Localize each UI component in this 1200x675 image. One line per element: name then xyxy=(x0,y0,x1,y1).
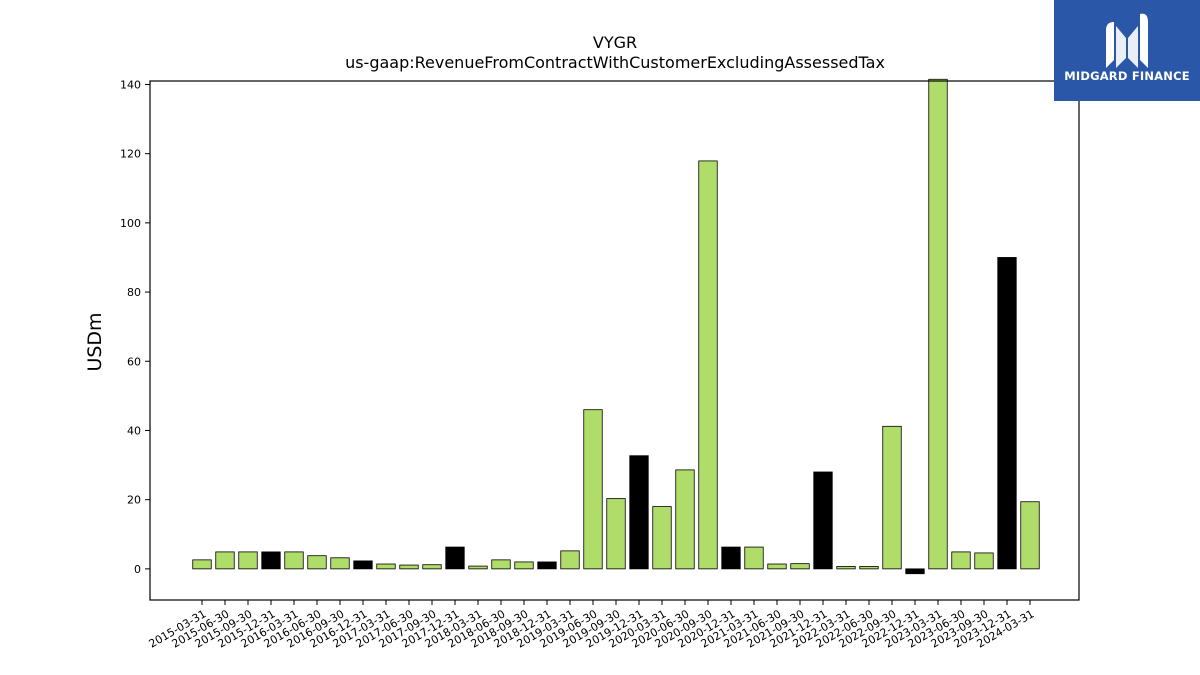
bar-2023-06-30 xyxy=(951,551,971,570)
bar-2019-12-31 xyxy=(629,455,649,570)
bar-2020-12-31 xyxy=(721,546,741,570)
bar-2020-03-31 xyxy=(652,506,672,570)
y-tick-label: 20 xyxy=(127,494,141,507)
bar-2021-12-31 xyxy=(813,471,833,570)
bar-2016-09-30 xyxy=(330,557,350,570)
bar-2017-06-30 xyxy=(399,564,419,570)
bar-2022-06-30 xyxy=(859,566,879,570)
chart-subtitle: us-gaap:RevenueFromContractWithCustomerE… xyxy=(345,53,885,72)
bar-2018-12-31 xyxy=(537,561,557,570)
bar-2018-06-30 xyxy=(491,559,511,570)
y-tick-label: 100 xyxy=(120,217,141,230)
bar-2022-12-31 xyxy=(905,568,925,575)
bar-2015-12-31 xyxy=(261,551,281,570)
bar-2018-03-31 xyxy=(468,565,488,570)
logo-text: MIDGARD FINANCE xyxy=(1064,69,1190,83)
bar-2024-03-31 xyxy=(1020,501,1040,570)
y-tick-label: 140 xyxy=(120,78,141,91)
bar-2019-09-30 xyxy=(606,498,626,570)
y-tick-label: 80 xyxy=(127,286,141,299)
bar-2021-06-30 xyxy=(767,563,787,570)
bar-2022-03-31 xyxy=(836,566,856,570)
bar-2019-03-31 xyxy=(560,550,580,570)
bar-2016-12-31 xyxy=(353,560,373,570)
bar-2016-03-31 xyxy=(284,551,304,570)
bar-2017-09-30 xyxy=(422,564,442,570)
bar-2017-03-31 xyxy=(376,563,396,570)
y-tick-label: 40 xyxy=(127,424,141,437)
y-tick-label: 120 xyxy=(120,148,141,161)
bar-2022-09-30 xyxy=(882,425,902,570)
bar-2020-09-30 xyxy=(698,160,718,570)
brand-logo: MIDGARD FINANCE xyxy=(1054,0,1200,101)
bar-2015-03-31 xyxy=(192,559,212,570)
bar-2018-09-30 xyxy=(514,561,534,570)
y-tick-label: 60 xyxy=(127,355,141,368)
bar-2023-09-30 xyxy=(974,552,994,570)
bar-2020-06-30 xyxy=(675,469,695,570)
y-axis-label: USDm xyxy=(84,312,106,371)
bar-2015-06-30 xyxy=(215,551,235,570)
bar-2017-12-31 xyxy=(445,546,465,570)
bar-2021-03-31 xyxy=(744,546,764,570)
bar-2016-06-30 xyxy=(307,555,327,570)
bar-2019-06-30 xyxy=(583,409,603,570)
bar-2015-09-30 xyxy=(238,551,258,570)
bar-2021-09-30 xyxy=(790,563,810,570)
plot-area: 0204060801001201402015-03-312015-06-3020… xyxy=(120,78,1040,651)
plot-frame xyxy=(149,80,1080,601)
midgard-logo-icon xyxy=(1106,13,1148,69)
chart-title: VYGR xyxy=(593,33,637,52)
bar-2023-12-31 xyxy=(997,257,1017,570)
y-tick-label: 0 xyxy=(134,563,141,576)
bar-2023-03-31 xyxy=(928,78,948,570)
